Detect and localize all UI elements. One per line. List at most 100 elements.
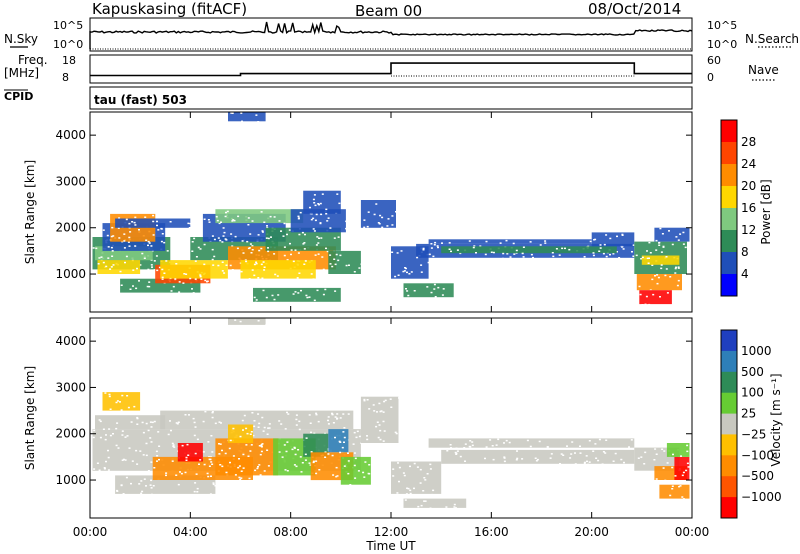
- velocity-gap: [347, 472, 350, 475]
- power-gap: [128, 236, 131, 239]
- velocity-gap: [105, 434, 107, 436]
- velocity-gap: [150, 487, 153, 489]
- power-gap: [251, 249, 254, 251]
- power-gap: [263, 221, 266, 223]
- velocity-gap: [585, 455, 588, 457]
- power-gap: [428, 253, 431, 256]
- power-gap: [568, 248, 571, 251]
- velocity-gap: [655, 478, 658, 480]
- velocity-gap: [232, 455, 235, 457]
- power-gap: [635, 254, 638, 257]
- power-region: [641, 255, 680, 265]
- velocity-gap: [559, 463, 561, 465]
- velocity-gap: [664, 479, 667, 482]
- velocity-gap: [429, 507, 432, 509]
- velocity-gap: [379, 429, 382, 432]
- power-gap: [313, 230, 316, 232]
- velocity-gap: [108, 428, 111, 430]
- power-gap: [334, 290, 337, 292]
- velocity-gap: [265, 324, 267, 326]
- velocity-gap: [640, 456, 643, 458]
- time-axis: 00:00 04:00 08:00 12:00 16:00 20:00 00:00: [73, 112, 709, 539]
- power-gap: [618, 257, 621, 259]
- power-gap: [267, 237, 270, 240]
- velocity-cb-tick-label: −1000: [741, 490, 782, 504]
- power-gap: [646, 257, 649, 260]
- power-cb-tick-label: 16: [741, 201, 756, 215]
- velocity-gap: [232, 427, 235, 430]
- power-cb-swatch: [721, 252, 737, 275]
- power-gap: [386, 225, 389, 227]
- power-gap: [485, 240, 488, 243]
- power-gap: [189, 222, 192, 225]
- velocity-gap: [570, 453, 573, 455]
- power-gap: [218, 222, 221, 225]
- power-gap: [191, 241, 194, 243]
- velocity-gap: [194, 452, 197, 455]
- velocity-cb-swatch: [721, 476, 737, 498]
- velocity-gap: [150, 461, 153, 463]
- power-gap: [225, 264, 228, 266]
- velocity-gap: [602, 451, 605, 453]
- nave-tick-top: 60: [707, 54, 721, 67]
- power-gap: [402, 270, 405, 273]
- power-cb-tick-label: 4: [741, 267, 749, 281]
- power-gap: [178, 281, 181, 283]
- power-gap: [645, 295, 648, 298]
- velocity-gap: [671, 485, 674, 487]
- power-gap: [297, 215, 300, 218]
- power-cb-frame: [720, 119, 738, 297]
- power-gap: [194, 278, 197, 280]
- velocity-gap: [295, 424, 298, 426]
- power-gap: [150, 245, 153, 247]
- power-gap: [639, 293, 642, 296]
- power-gap: [112, 264, 115, 266]
- power-gap: [255, 299, 258, 301]
- power-gap: [257, 121, 260, 123]
- velocity-gap: [339, 441, 342, 443]
- velocity-gap: [283, 444, 286, 446]
- power-gap: [621, 234, 624, 236]
- velocity-cb-swatch: [721, 371, 737, 394]
- power-gap: [128, 222, 131, 225]
- power-gap: [505, 239, 508, 242]
- velocity-gap: [140, 480, 143, 482]
- power-gap: [509, 256, 512, 258]
- power-gap: [437, 286, 440, 289]
- power-gap: [148, 281, 151, 283]
- velocity-gap: [459, 455, 462, 458]
- velocity-gap: [136, 416, 139, 419]
- power-gap: [161, 233, 164, 235]
- velocity-gap: [211, 411, 214, 413]
- power-gap: [169, 221, 172, 223]
- power-gap: [231, 112, 234, 114]
- power-gap: [530, 253, 533, 256]
- power-gap: [118, 217, 121, 219]
- velocity-region: [403, 498, 467, 508]
- velocity-gap: [315, 460, 318, 462]
- velocity-gap: [343, 436, 346, 439]
- velocity-gap: [253, 425, 256, 428]
- velocity-gap: [515, 459, 518, 461]
- velocity-gap: [241, 419, 244, 422]
- velocity-gap: [158, 458, 160, 461]
- power-region: [428, 239, 592, 244]
- velocity-gap: [376, 421, 379, 423]
- power-gap: [327, 217, 330, 219]
- velocity-gap: [210, 461, 213, 463]
- power-gap: [234, 235, 237, 238]
- power-region: [115, 218, 191, 228]
- power-gap: [223, 272, 226, 274]
- velocity-gap: [456, 450, 459, 452]
- velocity-cb-tick-label: −100: [741, 448, 774, 462]
- power-gap: [422, 249, 425, 251]
- velocity-gap: [368, 408, 371, 410]
- velocity-gap: [394, 431, 397, 434]
- time-tick-label: 16:00: [474, 525, 509, 539]
- velocity-gap: [147, 470, 150, 472]
- freq-frame: [89, 54, 693, 84]
- power-gap: [490, 251, 493, 253]
- velocity-gap: [104, 392, 107, 394]
- velocity-gap: [455, 452, 458, 455]
- velocity-gap: [402, 472, 405, 474]
